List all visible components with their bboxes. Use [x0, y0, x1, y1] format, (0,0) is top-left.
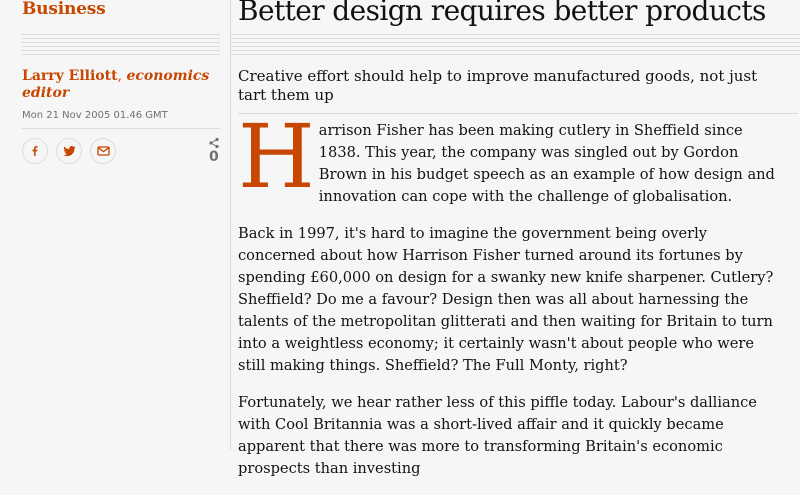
share-twitter-button[interactable]: [56, 138, 82, 164]
standfirst: Creative effort should help to improve m…: [238, 67, 758, 104]
share-count: 0: [209, 149, 219, 165]
author-link[interactable]: Larry Elliott: [22, 68, 118, 84]
section-link[interactable]: Business: [22, 0, 106, 19]
byline-separator: ,: [117, 68, 127, 84]
byline: Larry Elliott, economics editor: [22, 68, 212, 102]
divider: [22, 128, 220, 129]
facebook-icon: [32, 146, 38, 156]
share-facebook-button[interactable]: [22, 138, 48, 164]
share-email-button[interactable]: [90, 138, 116, 164]
paragraph-text: arrison Fisher has been making cutlery i…: [318, 122, 775, 205]
paragraph: Fortunately, we hear rather less of this…: [238, 394, 757, 477]
article-meta-column: Business Larry Elliott, economics editor…: [0, 0, 230, 450]
email-icon: [96, 146, 110, 156]
section-rules: [22, 34, 220, 58]
headline: Better design requires better products: [238, 0, 766, 27]
twitter-icon: [63, 146, 75, 157]
dateline: Mon 21 Nov 2005 01.46 GMT: [22, 110, 168, 121]
column-divider: [230, 0, 231, 450]
drop-cap: H: [238, 105, 315, 208]
author-role: economics editor: [22, 68, 210, 101]
divider: [238, 113, 798, 114]
paragraph: Back in 1997, it's hard to imagine the g…: [238, 225, 774, 374]
share-icon: [209, 137, 219, 149]
headline-rules: [231, 34, 800, 58]
